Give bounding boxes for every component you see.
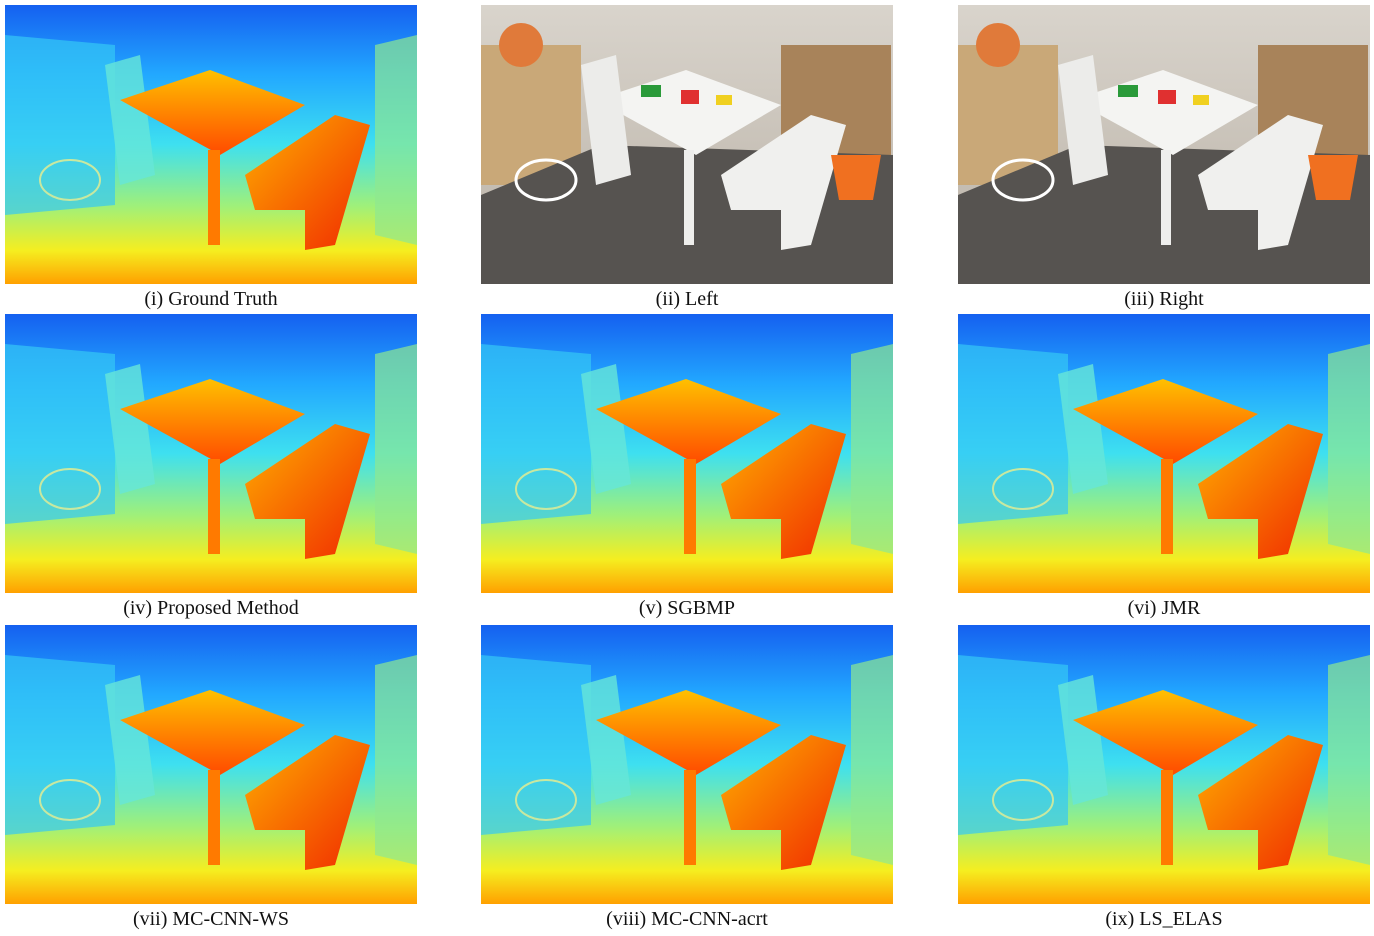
bucket xyxy=(1308,155,1358,200)
toy-block xyxy=(1158,90,1176,104)
panel: (iii) Right xyxy=(958,5,1370,312)
wall-right xyxy=(375,344,417,554)
disparity-map xyxy=(958,314,1370,593)
wall-right xyxy=(375,35,417,245)
disparity-map xyxy=(958,625,1370,904)
wall-right xyxy=(1328,344,1370,554)
caption: (iii) Right xyxy=(958,286,1370,312)
panel: (vi) JMR xyxy=(958,314,1370,621)
panel: (v) SGBMP xyxy=(481,314,893,621)
caption: (ix) LS_ELAS xyxy=(958,906,1370,932)
stereo-image xyxy=(481,5,893,284)
panel: (iv) Proposed Method xyxy=(5,314,417,621)
table-leg xyxy=(684,150,694,245)
caption: (v) SGBMP xyxy=(481,595,893,621)
table-leg xyxy=(208,150,220,245)
table-leg xyxy=(1161,770,1173,865)
panel: (vii) MC-CNN-WS xyxy=(5,625,417,932)
toy-block xyxy=(716,95,732,105)
disparity-map xyxy=(5,625,417,904)
wall-right xyxy=(851,344,893,554)
toy-block xyxy=(1193,95,1209,105)
caption: (ii) Left xyxy=(481,286,893,312)
panel: (ii) Left xyxy=(481,5,893,312)
caption: (vii) MC-CNN-WS xyxy=(5,906,417,932)
disparity-map xyxy=(481,625,893,904)
bucket xyxy=(831,155,881,200)
figure: (i) Ground Truth (ii) Left (iii) Right (iv)… xyxy=(0,0,1374,936)
toy-block xyxy=(641,85,661,97)
toy-ball xyxy=(499,23,543,67)
panel: (viii) MC-CNN-acrt xyxy=(481,625,893,932)
caption: (i) Ground Truth xyxy=(5,286,417,312)
table-leg xyxy=(684,770,696,865)
panel: (ix) LS_ELAS xyxy=(958,625,1370,932)
stereo-image xyxy=(958,5,1370,284)
wall-right xyxy=(375,655,417,865)
caption: (iv) Proposed Method xyxy=(5,595,417,621)
toy-block xyxy=(1118,85,1138,97)
table-leg xyxy=(208,459,220,554)
table-leg xyxy=(1161,150,1171,245)
toy-ball xyxy=(976,23,1020,67)
caption: (vi) JMR xyxy=(958,595,1370,621)
wall-right xyxy=(1328,655,1370,865)
caption: (viii) MC-CNN-acrt xyxy=(481,906,893,932)
disparity-map xyxy=(5,5,417,284)
disparity-map xyxy=(481,314,893,593)
disparity-map xyxy=(5,314,417,593)
wall-right xyxy=(851,655,893,865)
toy-block xyxy=(681,90,699,104)
panel: (i) Ground Truth xyxy=(5,5,417,312)
table-leg xyxy=(684,459,696,554)
table-leg xyxy=(1161,459,1173,554)
table-leg xyxy=(208,770,220,865)
